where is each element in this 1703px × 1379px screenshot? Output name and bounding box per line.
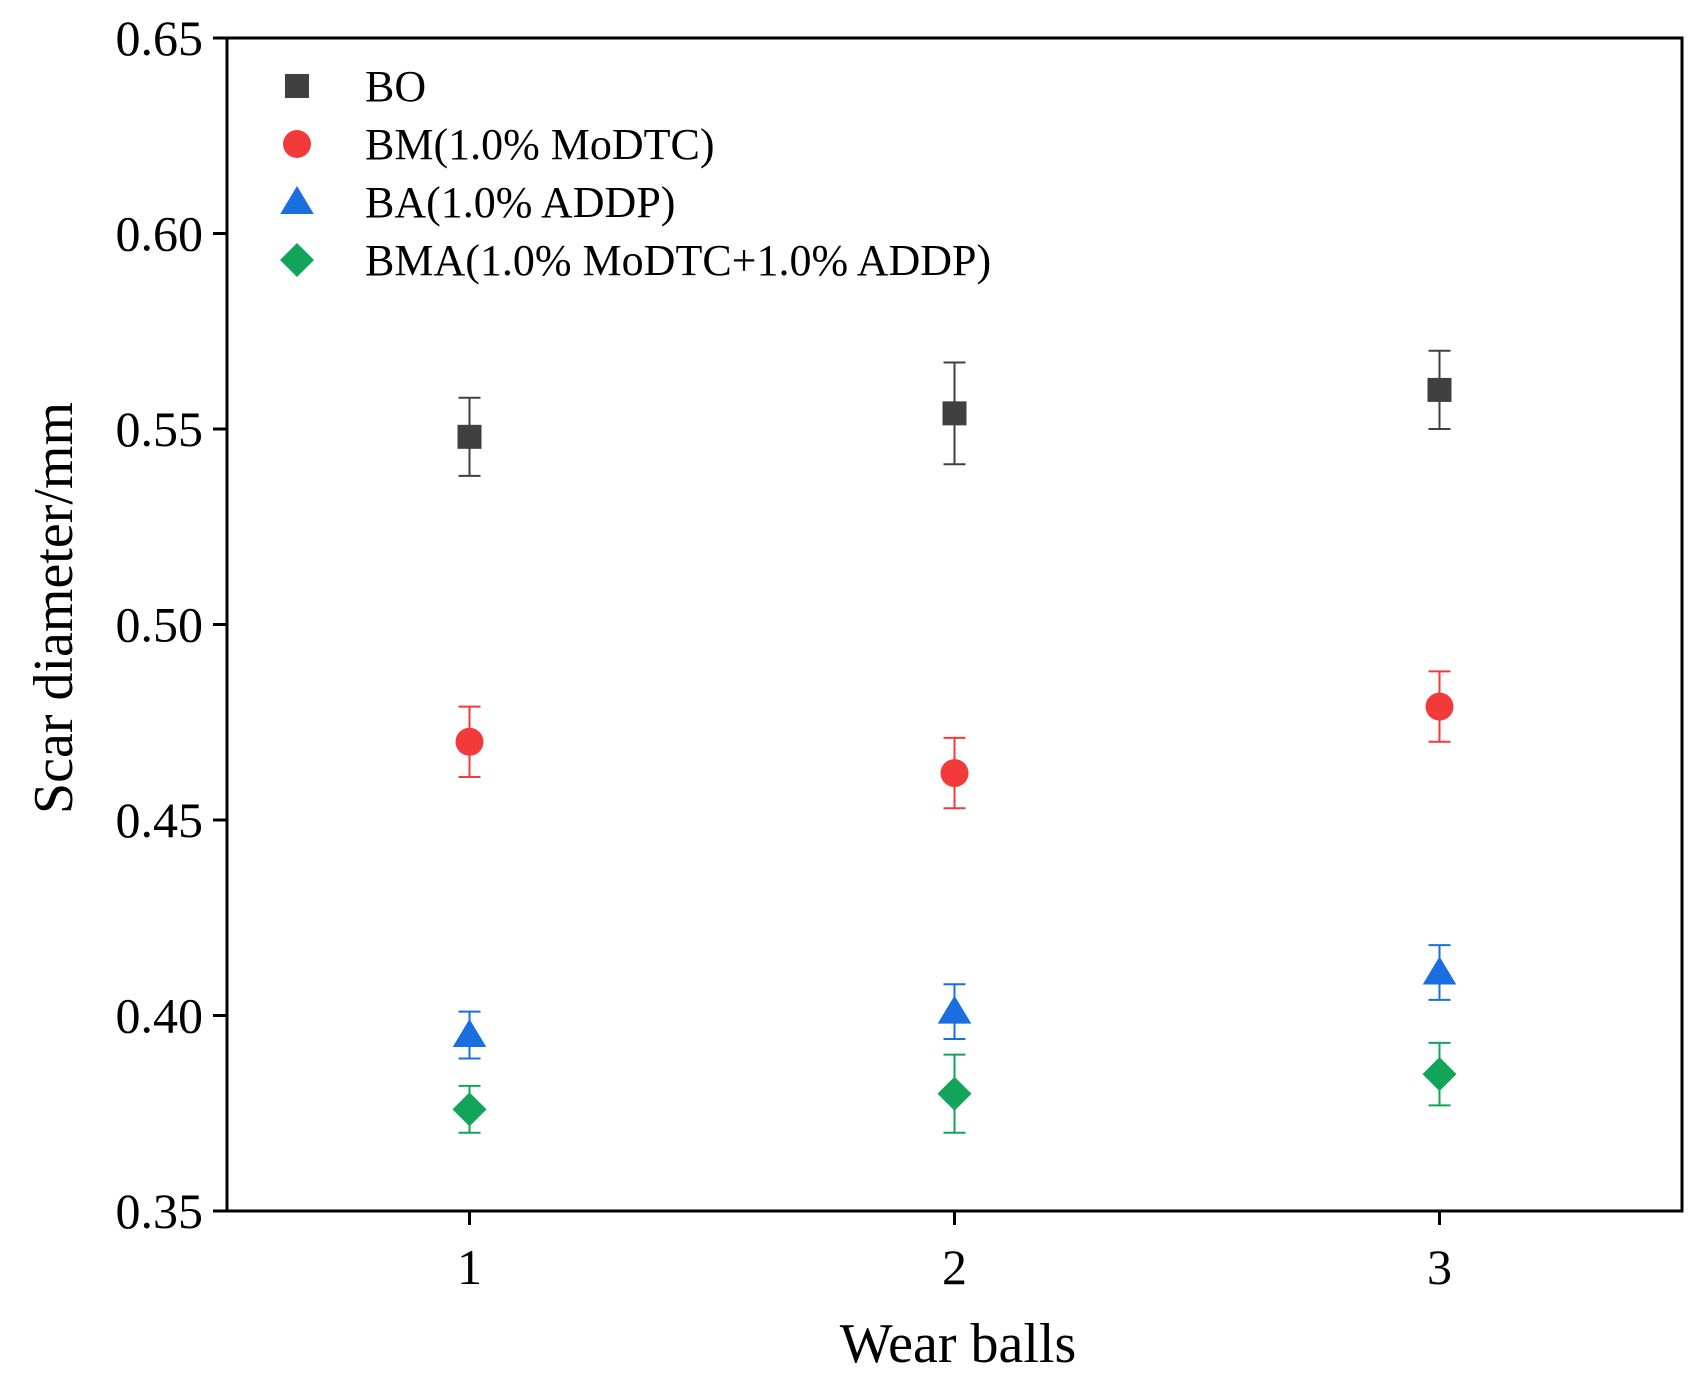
y-tick-label: 0.60: [116, 206, 204, 262]
legend-label-bma-1-0-modtc-1-0-addp: BMA(1.0% MoDTC+1.0% ADDP): [365, 236, 991, 285]
data-point-bm-1-0-modtc: [940, 759, 969, 788]
legend-marker-bma-1-0-modtc-1-0-addp: [280, 243, 314, 277]
x-axis-title: Wear balls: [840, 1313, 1077, 1375]
x-tick-label: 3: [1427, 1239, 1452, 1295]
x-tick-label: 1: [457, 1239, 482, 1295]
y-tick-label: 0.40: [116, 988, 204, 1044]
y-tick-label: 0.35: [116, 1183, 204, 1239]
y-tick-label: 0.45: [116, 792, 204, 848]
data-point-bm-1-0-modtc: [1425, 692, 1454, 721]
plot-area: 0.35 0.40 0.45 0.50 0.55 0.60 0.65 1 2 3 BO BM(1.0%…: [116, 10, 1684, 1295]
y-tick-label: 0.50: [116, 597, 204, 653]
data-point-bo: [942, 401, 967, 426]
data-point-bo: [457, 424, 482, 449]
data-point-bma-1-0-modtc-1-0-addp: [1422, 1057, 1457, 1092]
legend-label-bm-1-0-modtc: BM(1.0% MoDTC): [365, 120, 715, 169]
y-tick-label: 0.65: [116, 10, 204, 66]
data-point-bma-1-0-modtc-1-0-addp: [452, 1092, 487, 1127]
legend-label-ba-1-0-addp: BA(1.0% ADDP): [365, 178, 675, 227]
data-point-ba-1-0-addp: [1422, 956, 1457, 985]
legend-marker-ba-1-0-addp: [280, 186, 314, 214]
data-point-ba-1-0-addp: [937, 995, 972, 1024]
legend-marker-bm-1-0-modtc: [283, 130, 311, 158]
data-point-bm-1-0-modtc: [455, 727, 484, 756]
legend-label-bo: BO: [365, 62, 426, 111]
data-point-bma-1-0-modtc-1-0-addp: [937, 1076, 972, 1111]
data-point-bo: [1427, 377, 1452, 402]
data-point-ba-1-0-addp: [452, 1019, 487, 1048]
x-tick-label: 2: [942, 1239, 967, 1295]
y-tick-label: 0.55: [116, 401, 204, 457]
legend-marker-bo: [285, 74, 309, 98]
y-axis-title: Scar diameter/mm: [23, 402, 85, 814]
